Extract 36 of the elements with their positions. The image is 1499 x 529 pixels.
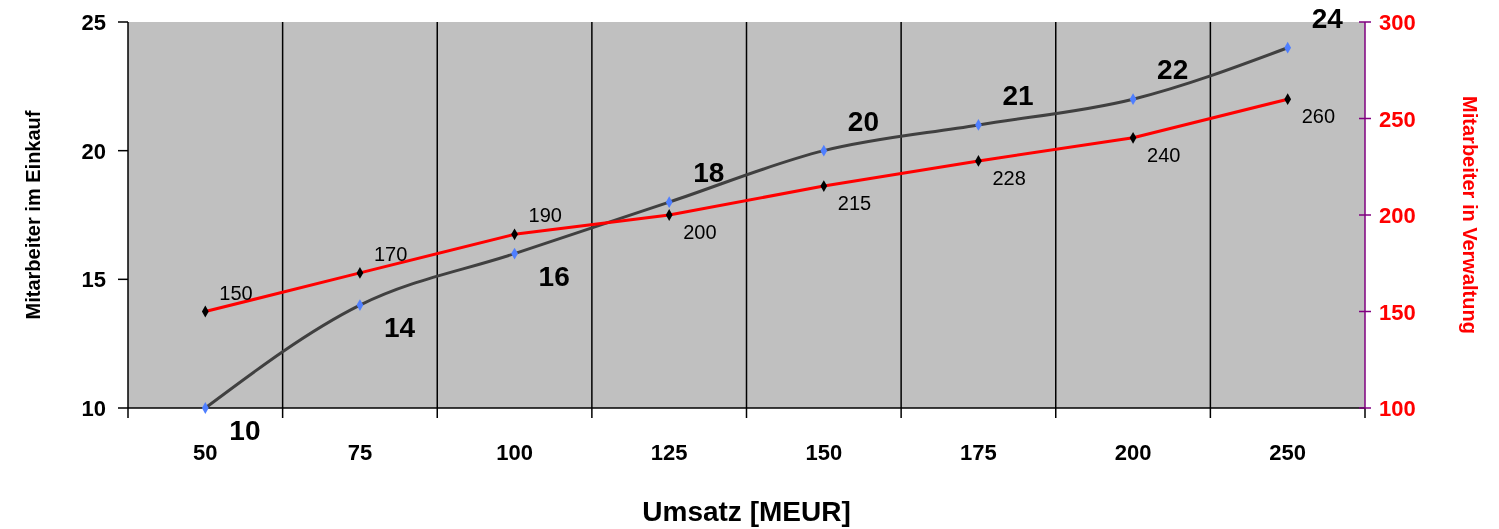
data-label: 215 bbox=[837, 192, 872, 215]
y-tick-label: 10 bbox=[81, 396, 106, 421]
x-axis-title: Umsatz [MEUR] bbox=[642, 496, 851, 527]
data-label: 24 bbox=[1311, 2, 1344, 34]
y-tick-label: 25 bbox=[81, 10, 106, 35]
data-label: 21 bbox=[1002, 79, 1034, 111]
data-label: 240 bbox=[1147, 143, 1181, 166]
y2-tick-label: 300 bbox=[1379, 10, 1416, 35]
data-label: 22 bbox=[1157, 54, 1189, 86]
x-tick-label: 100 bbox=[496, 440, 533, 465]
y-tick-label: 15 bbox=[81, 267, 106, 293]
data-label: 18 bbox=[693, 157, 725, 189]
data-label: 16 bbox=[538, 260, 570, 292]
x-tick-label: 200 bbox=[1114, 440, 1152, 465]
data-label: 20 bbox=[847, 105, 879, 137]
x-tick-label: 175 bbox=[960, 440, 997, 465]
data-label: 14 bbox=[383, 312, 416, 344]
y2-tick-label: 250 bbox=[1379, 106, 1416, 132]
y-axis-title: Mitarbeiter im Einkauf bbox=[22, 110, 44, 320]
x-tick-label: 125 bbox=[650, 440, 688, 465]
data-label: 200 bbox=[683, 221, 717, 243]
y2-axis-title: Mitarbeiter in Verwaltung bbox=[1459, 96, 1481, 334]
x-tick-label: 150 bbox=[805, 440, 843, 465]
y2-tick-label: 100 bbox=[1379, 396, 1416, 421]
x-tick-label: 250 bbox=[1269, 440, 1307, 465]
data-label: 260 bbox=[1301, 105, 1336, 128]
data-label: 228 bbox=[992, 166, 1026, 189]
data-label: 150 bbox=[219, 281, 253, 304]
data-label: 190 bbox=[528, 204, 562, 227]
x-tick-label: 50 bbox=[193, 440, 218, 465]
x-tick-label: 75 bbox=[347, 440, 373, 465]
y-tick-label: 20 bbox=[81, 138, 106, 164]
y2-tick-label: 200 bbox=[1379, 203, 1416, 228]
y2-tick-label: 150 bbox=[1379, 299, 1416, 325]
data-label: 170 bbox=[373, 242, 408, 265]
data-label: 10 bbox=[229, 415, 261, 446]
